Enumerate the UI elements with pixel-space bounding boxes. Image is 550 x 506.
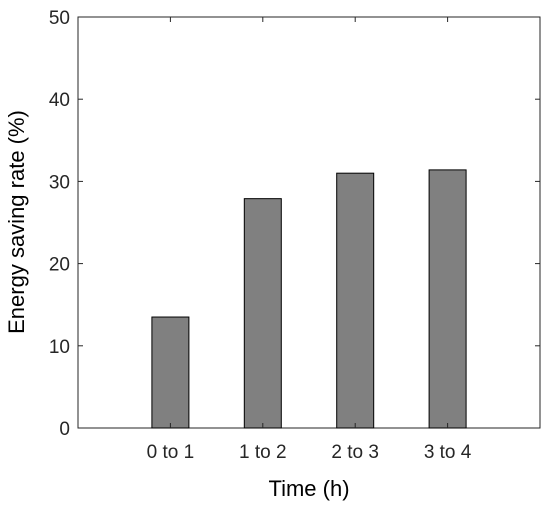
bar-4 bbox=[428, 169, 467, 429]
y-tick-label: 50 bbox=[49, 8, 70, 29]
y-tick-label: 0 bbox=[59, 419, 70, 440]
bar-1 bbox=[151, 316, 190, 429]
y-axis-title: Energy saving rate (%) bbox=[4, 110, 29, 334]
y-tick-label: 10 bbox=[49, 337, 70, 358]
x-tick-label: 2 to 3 bbox=[331, 442, 379, 463]
bars-group bbox=[151, 169, 467, 429]
x-tick-label: 3 to 4 bbox=[424, 442, 472, 463]
plot-area bbox=[77, 16, 541, 429]
x-axis-ticks: 0 to 1 1 to 2 2 to 3 3 to 4 bbox=[147, 17, 472, 463]
x-tick-label: 0 to 1 bbox=[147, 442, 195, 463]
x-axis-title: Time (h) bbox=[268, 476, 349, 501]
y-tick-label: 30 bbox=[49, 172, 70, 193]
bar-2 bbox=[243, 198, 282, 429]
bar-3 bbox=[336, 172, 375, 429]
x-tick-label: 1 to 2 bbox=[239, 442, 287, 463]
y-axis-ticks: 0 10 20 30 40 50 bbox=[49, 8, 540, 440]
y-tick-label: 20 bbox=[49, 255, 70, 276]
y-tick-label: 40 bbox=[49, 90, 70, 111]
